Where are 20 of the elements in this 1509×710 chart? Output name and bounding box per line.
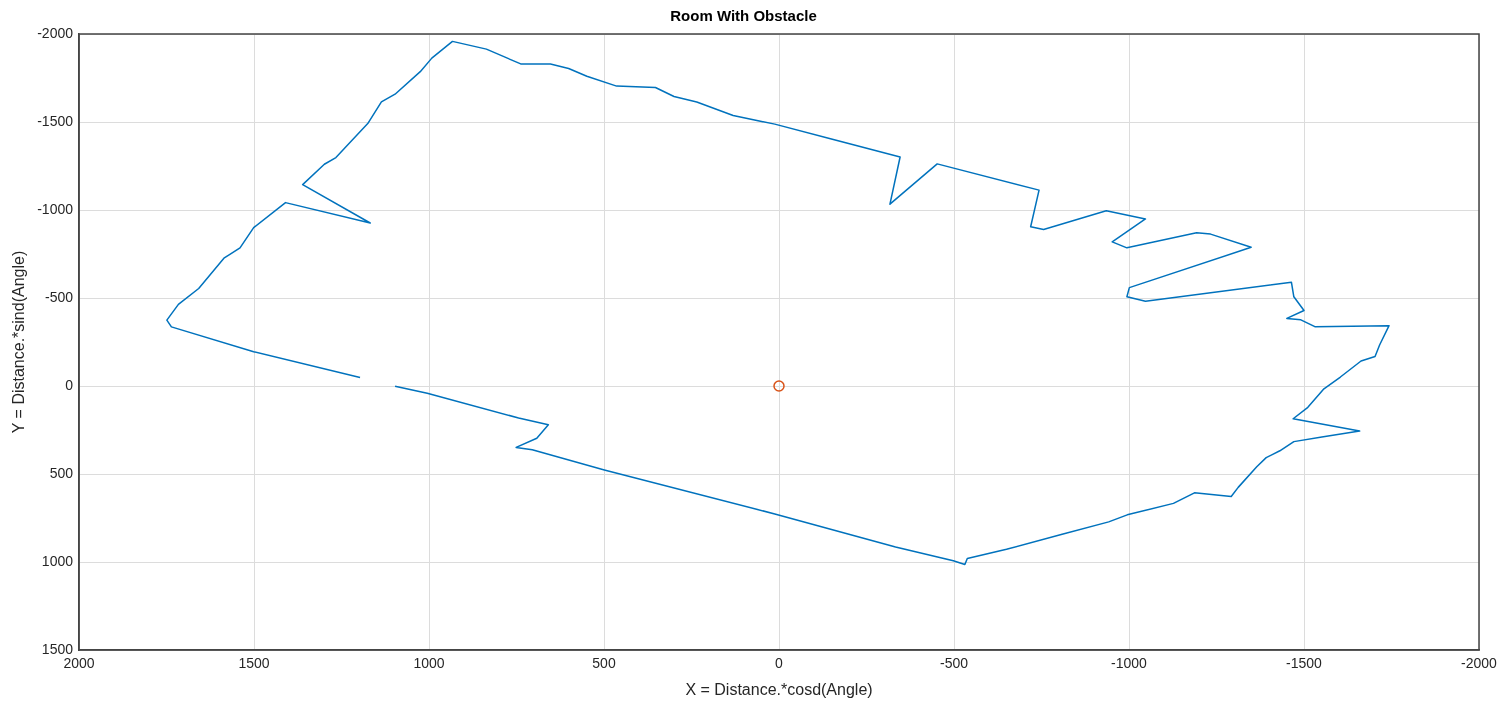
y-tick-label: 0	[65, 376, 74, 393]
y-tick-label: 1500	[41, 640, 74, 657]
chart-title: Room With Obstacle	[670, 7, 817, 25]
x-tick-label: -2000	[1461, 655, 1498, 672]
y-axis-title: Y = Distance.*sind(Angle)	[10, 250, 28, 434]
x-tick-label: -1000	[1111, 655, 1148, 672]
y-tick-label: -2000	[37, 24, 74, 41]
y-tick-label: -1000	[37, 200, 74, 217]
x-tick-label: 0	[775, 655, 784, 672]
x-tick-label: 2000	[63, 655, 95, 672]
y-tick-label: 500	[49, 464, 74, 481]
x-tick-label: -500	[939, 655, 969, 672]
x-tick-label: 1500	[238, 655, 270, 672]
x-tick-label: 1000	[413, 655, 445, 672]
x-axis-title: X = Distance.*cosd(Angle)	[685, 680, 873, 698]
y-tick-label: -1500	[37, 112, 74, 129]
x-tick-label: -1500	[1286, 655, 1323, 672]
y-tick-label: -500	[44, 288, 74, 305]
y-tick-label: 1000	[41, 552, 74, 569]
x-tick-label: 500	[592, 655, 616, 672]
